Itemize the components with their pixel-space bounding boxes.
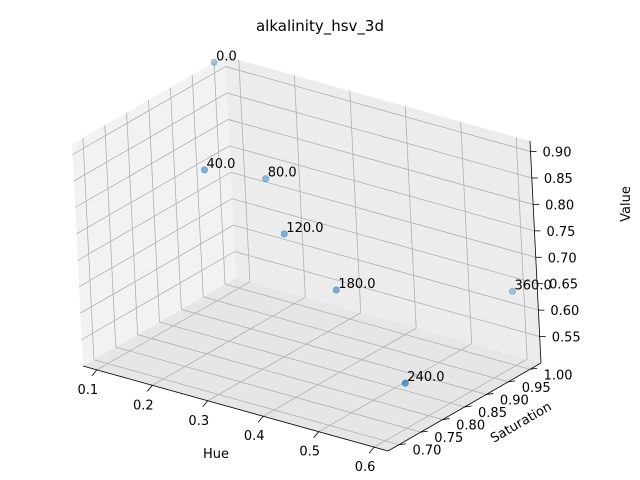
grid-line-z-left [72, 66, 226, 155]
data-point [332, 286, 340, 294]
grid-line-y-floor [224, 283, 531, 370]
data-point [508, 287, 516, 295]
x-tick-mark [91, 369, 98, 377]
z-tick-label: 0.75 [546, 225, 575, 240]
y-tick-label: 0.80 [456, 419, 485, 434]
point-label: 360.0 [515, 278, 552, 293]
y-tick-mark [420, 430, 428, 433]
grid-line-y-floor [93, 359, 400, 446]
y-tick-label: 0.95 [522, 381, 551, 396]
grid-line-z-back [229, 145, 535, 232]
z-tick-label: 0.70 [548, 251, 577, 266]
grid-line-z-left [77, 171, 231, 261]
data-point [401, 379, 409, 387]
y-tick-mark [530, 367, 538, 370]
x-tick-label: 0.2 [133, 398, 154, 413]
data-point [280, 230, 288, 238]
grid-line-z-back [230, 171, 536, 258]
z-tick-label: 0.55 [552, 331, 581, 346]
grid-line-z-back [231, 198, 538, 285]
x-tick-mark [147, 385, 153, 392]
z-tick-label: 0.90 [543, 146, 572, 161]
x-tick-label: 0.3 [188, 414, 209, 429]
grid-line-z-back [226, 92, 532, 179]
chart-title: alkalinity_hsv_3d [256, 17, 384, 36]
point-label: 80.0 [268, 166, 297, 181]
point-label: 120.0 [286, 221, 323, 236]
x-tick-label: 0.6 [355, 460, 376, 475]
y-tick-mark [464, 405, 472, 408]
data-points: 0.0 40.0 80.0 120.0 180.0 240.0 360.0 [201, 49, 552, 387]
point-label: 240.0 [407, 370, 444, 385]
z-tick-label: 0.85 [544, 172, 573, 187]
grid-line-y-floor [115, 346, 421, 433]
point-label: 0.0 [216, 49, 237, 64]
point-label: 40.0 [207, 157, 236, 172]
point-label: 180.0 [338, 277, 375, 292]
grid-line-y-floor [159, 321, 465, 408]
grid-line-z-back [228, 119, 534, 205]
grid-line-y-floor [181, 309, 487, 395]
y-tick-label: 0.75 [434, 431, 463, 446]
y-tick-mark [398, 443, 406, 446]
grid-line-z-back [233, 224, 539, 311]
grid-line-z-left [81, 251, 235, 340]
x-tick-mark [257, 415, 264, 423]
y-tick-mark [486, 393, 494, 395]
data-point [201, 166, 209, 174]
y-tick-label: 0.70 [412, 444, 441, 459]
x-tick-mark [368, 446, 375, 454]
z-tick-label: 0.80 [545, 198, 574, 213]
y-tick-label: 1.00 [544, 368, 573, 383]
x-tick-label: 0.4 [244, 429, 265, 444]
grid-lines [72, 59, 540, 448]
grid-line-z-left [76, 145, 230, 235]
x-tick-mark [202, 400, 209, 408]
grid-line-z-left [73, 92, 228, 182]
data-point [262, 175, 270, 183]
y-tick-mark [508, 380, 516, 383]
y-tick-label: 0.90 [500, 393, 529, 408]
grid-line-z-left [78, 198, 233, 288]
grid-line-y-floor [137, 334, 443, 420]
grid-line-z-back [234, 251, 540, 337]
axes: 0.10.20.30.40.50.60.700.750.800.850.900.… [78, 140, 581, 475]
x-tick-mark [313, 431, 319, 438]
y-tick-label: 0.85 [478, 406, 507, 421]
z-axis-label: Value [619, 186, 634, 222]
grid-line-z-left [74, 119, 229, 208]
grid-line-z-back [225, 66, 531, 152]
x-tick-label: 0.1 [78, 383, 99, 398]
x-tick-label: 0.5 [299, 445, 320, 460]
grid-line-z-left [80, 224, 234, 314]
y-tick-mark [442, 418, 450, 420]
z-tick-label: 0.60 [550, 304, 579, 319]
x-axis-label: Hue [203, 447, 229, 462]
z-tick-label: 0.65 [549, 278, 578, 293]
data-point [210, 58, 218, 66]
grid-line-y-floor [203, 296, 509, 383]
x-axis-line [82, 365, 389, 452]
